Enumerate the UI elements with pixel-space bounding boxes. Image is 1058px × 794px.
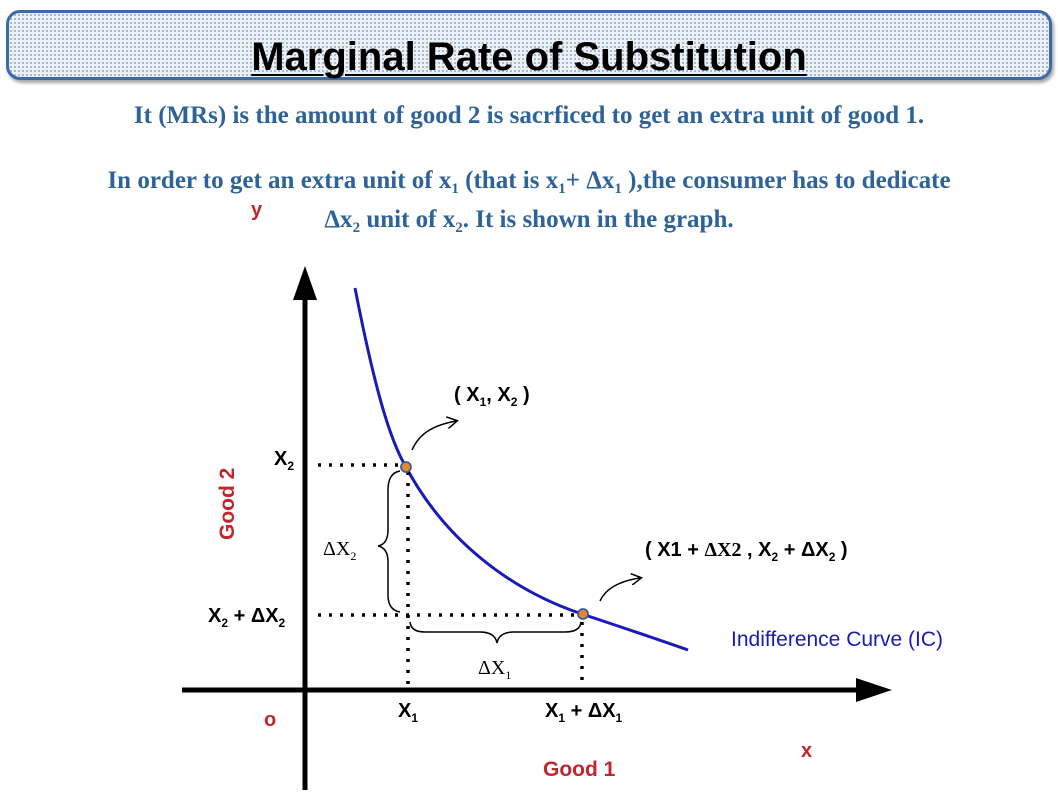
explanation-line-2: Δx2 unit of x2. It is shown in the graph…: [0, 206, 1058, 236]
delta-x1-label: ΔX1: [478, 657, 511, 682]
delta-x2-brace: [377, 470, 401, 613]
delta-x1-brace: [409, 621, 582, 644]
point-1-label: ( X1, X2 ): [454, 384, 530, 409]
subscript: 2: [352, 220, 361, 236]
y-tick-x2: X2: [274, 448, 294, 473]
x-axis-letter: x: [801, 740, 812, 762]
indifference-curve: [353, 287, 689, 652]
y-tick-x2-delta: X2 + ΔX2: [208, 605, 286, 630]
point-2: [577, 608, 589, 620]
point-1-pointer: [411, 421, 456, 451]
origin-label: o: [264, 709, 276, 731]
explanation-text: ),the consumer has to dedicate: [621, 167, 951, 194]
subscript: 1: [558, 181, 566, 197]
point-2-pointer: [599, 578, 640, 602]
title-banner: Marginal Rate of Substitution: [6, 10, 1052, 80]
x-tick-x1: X1: [398, 700, 418, 725]
y-axis-title: Good 2: [216, 468, 239, 540]
explanation-text: Δx: [324, 206, 353, 233]
explanation-line-1: In order to get an extra unit of x1 (tha…: [0, 167, 1058, 197]
explanation-text: In order to get an extra unit of x: [107, 167, 452, 194]
delta-x2-label: ΔX2: [323, 538, 356, 563]
explanation-text: . It is shown in the graph.: [462, 206, 734, 233]
curve-label: Indifference Curve (IC): [731, 628, 943, 651]
definition-text: It (MRs) is the amount of good 2 is sacr…: [133, 102, 925, 129]
explanation-text: unit of x: [360, 206, 456, 233]
page-title: Marginal Rate of Substitution: [251, 35, 807, 79]
explanation-text: + Δx: [565, 167, 615, 194]
point-2-label: ( X1 + ΔX2 , X2 + ΔX2 ): [645, 539, 848, 564]
subscript: 1: [451, 181, 459, 197]
y-axis-letter: y: [251, 199, 263, 221]
definition-line: It (MRs) is the amount of good 2 is sacr…: [0, 102, 1058, 130]
subscript: 1: [614, 181, 622, 197]
explanation-text: (that is x: [458, 167, 559, 194]
subscript: 2: [455, 220, 463, 236]
y-axis-arrowhead: [293, 266, 317, 300]
point-1: [400, 461, 412, 473]
x-axis-arrowhead: [856, 678, 892, 702]
x-axis-title: Good 1: [543, 758, 616, 781]
x-tick-x1-delta: X1 + ΔX1: [545, 700, 623, 725]
